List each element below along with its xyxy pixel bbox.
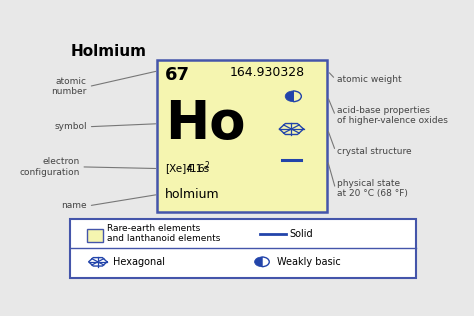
Text: crystal structure: crystal structure: [337, 147, 411, 155]
Text: Hexagonal: Hexagonal: [112, 257, 164, 267]
Text: atomic
number: atomic number: [51, 77, 87, 96]
FancyBboxPatch shape: [156, 60, 328, 212]
FancyBboxPatch shape: [70, 219, 416, 277]
Text: Ho: Ho: [164, 98, 245, 150]
Text: symbol: symbol: [54, 122, 87, 131]
Text: acid-base properties
of higher-valence oxides: acid-base properties of higher-valence o…: [337, 106, 447, 125]
Text: 2: 2: [204, 161, 209, 170]
Text: name: name: [61, 201, 87, 210]
Text: [Xe]4: [Xe]4: [164, 164, 192, 173]
FancyBboxPatch shape: [87, 229, 103, 242]
Text: Solid: Solid: [290, 229, 313, 239]
Text: 11: 11: [190, 164, 203, 173]
Text: 164.930328: 164.930328: [230, 66, 305, 79]
Text: f: f: [187, 164, 191, 173]
Text: 6s: 6s: [198, 164, 210, 173]
Text: electron
configuration: electron configuration: [19, 157, 80, 177]
Wedge shape: [285, 91, 293, 102]
Text: Holmium: Holmium: [70, 44, 146, 59]
Text: Rare-earth elements
and lanthanoid elements: Rare-earth elements and lanthanoid eleme…: [107, 224, 220, 244]
Text: 67: 67: [164, 66, 190, 84]
Text: Weakly basic: Weakly basic: [277, 257, 340, 267]
Text: holmium: holmium: [164, 188, 219, 201]
Text: atomic weight: atomic weight: [337, 75, 401, 84]
Wedge shape: [255, 257, 262, 267]
Text: physical state
at 20 °C (68 °F): physical state at 20 °C (68 °F): [337, 179, 408, 198]
